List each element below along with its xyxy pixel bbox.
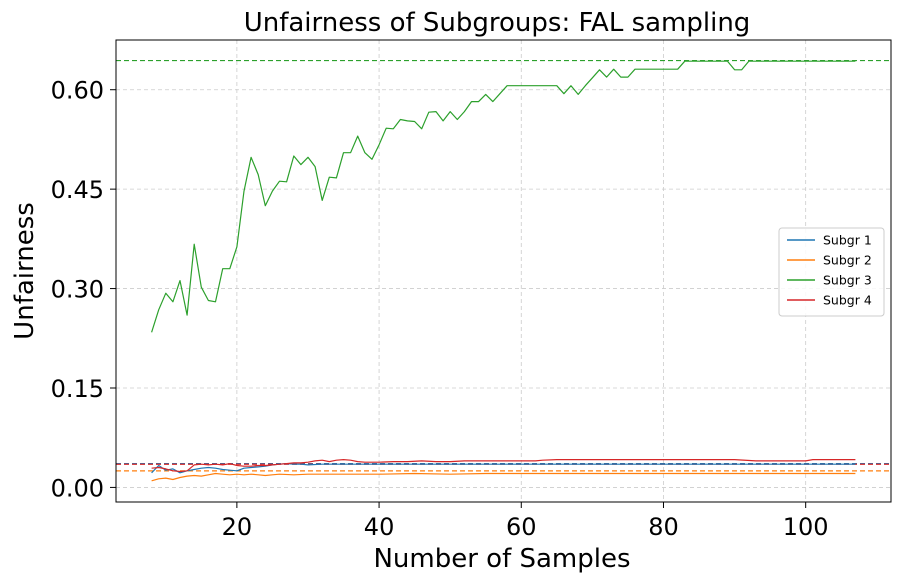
x-axis-ticks: 20 40 60 80 100 — [222, 502, 829, 541]
plot-frame — [115, 39, 892, 503]
legend-label: Subgr 4 — [823, 293, 872, 308]
legend-label: Subgr 3 — [823, 273, 872, 288]
x-tick-label: 40 — [364, 513, 395, 541]
x-axis-label: Number of Samples — [373, 544, 630, 574]
y-tick-label: 0.60 — [51, 77, 104, 105]
y-tick-label: 0.00 — [51, 474, 104, 502]
y-axis-label: Unfairness — [10, 202, 40, 340]
series-line-subgr-4 — [151, 459, 856, 473]
legend-label: Subgr 1 — [823, 233, 872, 248]
series-lines — [151, 60, 856, 482]
series-line-subgr-3 — [151, 60, 856, 333]
y-tick-label: 0.30 — [51, 276, 104, 304]
grid — [116, 40, 891, 502]
legend-label: Subgr 2 — [823, 253, 872, 268]
reference-lines — [116, 59, 891, 472]
x-tick-label: 80 — [648, 513, 679, 541]
series-line-subgr-2 — [151, 472, 856, 482]
legend: Subgr 1 Subgr 2 Subgr 3 Subgr 4 — [778, 227, 885, 317]
x-tick-label: 60 — [506, 513, 537, 541]
legend-box — [778, 227, 885, 317]
y-axis-ticks: 0.00 0.15 0.30 0.45 0.60 — [51, 77, 116, 502]
x-tick-label: 100 — [783, 513, 829, 541]
y-tick-label: 0.15 — [51, 375, 104, 403]
chart-title: Unfairness of Subgroups: FAL sampling — [244, 8, 751, 38]
x-tick-label: 20 — [222, 513, 253, 541]
y-tick-label: 0.45 — [51, 176, 104, 204]
